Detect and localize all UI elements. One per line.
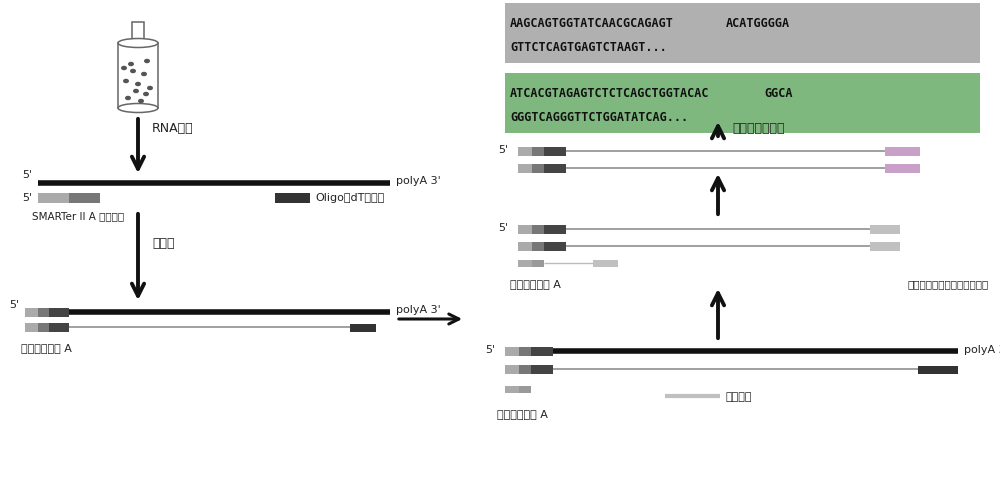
Bar — [505, 347, 519, 356]
Ellipse shape — [125, 97, 131, 101]
Bar — [918, 366, 958, 374]
Text: 5': 5' — [22, 170, 32, 180]
Text: 多样本混合测序: 多样本混合测序 — [732, 122, 784, 135]
Bar — [531, 347, 553, 356]
Bar — [532, 165, 544, 174]
Ellipse shape — [128, 63, 134, 67]
Ellipse shape — [135, 83, 141, 87]
Text: 巢式通用引物 A: 巢式通用引物 A — [510, 279, 561, 289]
Bar — [532, 261, 544, 268]
Bar — [544, 242, 566, 252]
Text: polyA 3': polyA 3' — [396, 305, 441, 314]
Bar — [870, 225, 900, 234]
Bar — [518, 242, 532, 252]
Text: 5': 5' — [498, 145, 508, 155]
Bar — [69, 193, 100, 203]
Bar — [118, 44, 158, 109]
Text: 5': 5' — [498, 222, 508, 232]
Text: 5': 5' — [485, 344, 495, 354]
Text: ACATGGGGA: ACATGGGGA — [726, 18, 790, 31]
Bar — [49, 323, 69, 332]
Text: 巢式通用引物 A: 巢式通用引物 A — [497, 408, 548, 418]
Ellipse shape — [118, 40, 158, 49]
Ellipse shape — [138, 100, 144, 104]
Bar — [118, 44, 158, 109]
Bar — [25, 309, 38, 317]
Bar — [38, 309, 49, 317]
Text: 内引（紫色为样本标记接头）: 内引（紫色为样本标记接头） — [908, 279, 989, 289]
Text: GGGTCAGGGTTCTGGATATCAG...: GGGTCAGGGTTCTGGATATCAG... — [510, 111, 688, 124]
Text: GGCA: GGCA — [764, 87, 792, 100]
Bar — [518, 165, 532, 174]
Text: RNA提取: RNA提取 — [152, 122, 194, 135]
Bar — [132, 23, 144, 45]
Bar — [518, 148, 532, 157]
Bar — [519, 347, 531, 356]
Bar — [275, 193, 310, 203]
Text: 逆转录: 逆转录 — [152, 237, 175, 250]
Bar — [544, 165, 566, 174]
Bar — [885, 148, 920, 157]
Bar — [38, 323, 49, 332]
Bar — [885, 165, 920, 174]
Bar — [350, 324, 376, 332]
Ellipse shape — [141, 73, 147, 77]
Ellipse shape — [143, 93, 149, 97]
Text: GTTCTCAGTGAGTCTAAGT...: GTTCTCAGTGAGTCTAAGT... — [510, 42, 667, 55]
Bar — [870, 242, 900, 252]
Bar — [505, 386, 519, 393]
Bar — [505, 365, 519, 374]
Bar — [532, 242, 544, 252]
Bar — [544, 148, 566, 157]
Ellipse shape — [144, 60, 150, 64]
Text: 巢式通用引物 A: 巢式通用引物 A — [21, 342, 72, 352]
Ellipse shape — [118, 104, 158, 113]
Bar — [132, 23, 144, 45]
Bar — [505, 74, 980, 134]
Bar — [518, 261, 532, 268]
Ellipse shape — [133, 90, 139, 94]
Text: polyA 3': polyA 3' — [964, 344, 1000, 354]
Text: Oligo（dT）引物: Oligo（dT）引物 — [315, 192, 384, 202]
Text: polyA 3': polyA 3' — [396, 176, 441, 186]
Bar — [505, 4, 980, 64]
Ellipse shape — [147, 87, 153, 91]
Bar — [38, 193, 69, 203]
Bar — [519, 365, 531, 374]
Bar — [49, 309, 69, 317]
Ellipse shape — [130, 70, 136, 74]
Text: 外侧引物: 外侧引物 — [725, 391, 752, 401]
Ellipse shape — [123, 80, 129, 84]
Bar — [544, 225, 566, 234]
Bar — [518, 225, 532, 234]
Text: 5': 5' — [9, 300, 19, 310]
Text: SMARTer II A 寡聚核苷: SMARTer II A 寡聚核苷 — [32, 210, 124, 220]
Bar — [593, 261, 618, 267]
Bar — [519, 386, 531, 393]
Text: 5': 5' — [22, 192, 32, 202]
Text: AAGCAGTGGTATCAACGCAGAGT: AAGCAGTGGTATCAACGCAGAGT — [510, 18, 674, 31]
Bar — [531, 365, 553, 374]
Text: ATCACGTAGAGTCTCTCAGCTGGTACAC: ATCACGTAGAGTCTCTCAGCTGGTACAC — [510, 87, 710, 100]
Bar — [25, 323, 38, 332]
Bar — [532, 225, 544, 234]
Ellipse shape — [121, 67, 127, 71]
Bar — [532, 148, 544, 157]
